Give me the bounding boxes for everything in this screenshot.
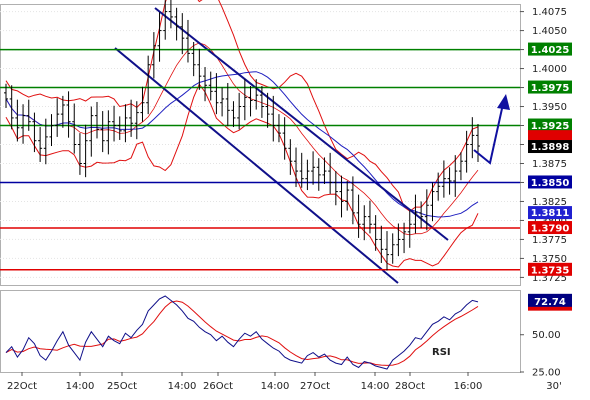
support-2-tag-label: 1.3735 (531, 265, 570, 276)
lower-band (5, 83, 479, 268)
pivot-tag (528, 175, 572, 189)
middle-band (5, 42, 479, 236)
band-tag (528, 130, 572, 141)
price-tick-label: 1.4075 (532, 7, 567, 18)
ma-tag (528, 206, 572, 220)
price-tags: 1.4025 1.3975 1.3925 1.3850 1.3790 1.3735 1.38… (528, 42, 572, 276)
price-tick-label: 1.3725 (532, 273, 567, 284)
time-tick-label: 26Oct (203, 381, 233, 392)
resistance-3-tag (528, 118, 572, 132)
support-1-tag (528, 221, 572, 235)
time-axis: 22Oct 14:00 25Oct 14:00 26Oct 14:00 27Oct 14:00… (7, 372, 562, 392)
price-tick-label: 1.4050 (532, 26, 567, 37)
resistance-3-tag-label: 1.3925 (531, 121, 570, 132)
ma-tag-label: 1.3811 (531, 208, 570, 219)
support-2-tag (528, 262, 572, 276)
time-tick-label: 28Oct (395, 381, 425, 392)
price-tick-label: 1.3775 (532, 235, 567, 246)
rsi-panel-frame (0, 290, 521, 373)
bollinger-bands (5, 0, 479, 268)
price-tick-label: 1.3875 (532, 159, 567, 170)
price-tick-label: 1.3950 (532, 102, 567, 113)
arrow-head (497, 94, 510, 110)
time-tick-label: 25Oct (107, 381, 137, 392)
price-tick-label: 1.3750 (532, 254, 567, 265)
rsi-current-tag (528, 293, 572, 307)
current-price-tag (528, 140, 572, 154)
level-lines (0, 48, 520, 271)
support-1-tag-label: 1.3790 (531, 224, 570, 235)
price-candles (4, 0, 480, 271)
upper-band (5, 0, 479, 212)
time-tick-label: 27Oct (300, 381, 330, 392)
time-tick-label: 14:00 (168, 381, 197, 392)
moving-average (5, 71, 479, 218)
resistance-2-tag-label: 1.3975 (531, 83, 570, 94)
pivot-tag-label: 1.3850 (531, 178, 570, 189)
projection-arrow (473, 94, 510, 165)
time-tick-label: 16:00 (454, 381, 483, 392)
price-tick-label: 1.3825 (532, 197, 567, 208)
channel-upper-line (154, 7, 449, 241)
time-tick-label: 22Oct (7, 381, 37, 392)
resistance-2-tag (528, 80, 572, 94)
rsi-tick-label: 50.00 (532, 330, 561, 341)
rsi-title: RSI (432, 347, 451, 358)
arrow-shaft (473, 103, 504, 165)
resistance-1-tag-label: 1.4025 (531, 45, 570, 56)
time-tick-label: 14:00 (261, 381, 290, 392)
time-tick-label: 14:00 (361, 381, 390, 392)
timeframe-label: 30' (546, 381, 561, 392)
rsi-current-label: 72.74 (534, 297, 566, 308)
current-price-label: 1.3898 (531, 142, 570, 153)
resistance-1-tag (528, 42, 572, 56)
rsi-line (5, 295, 479, 370)
price-tick-label: 1.4000 (532, 64, 567, 75)
time-tick-label: 14:00 (66, 381, 95, 392)
rsi-panel: 50.00 25.00 RSI 72.74 (5, 293, 572, 379)
rsi-tick-label: 25.00 (532, 368, 561, 379)
